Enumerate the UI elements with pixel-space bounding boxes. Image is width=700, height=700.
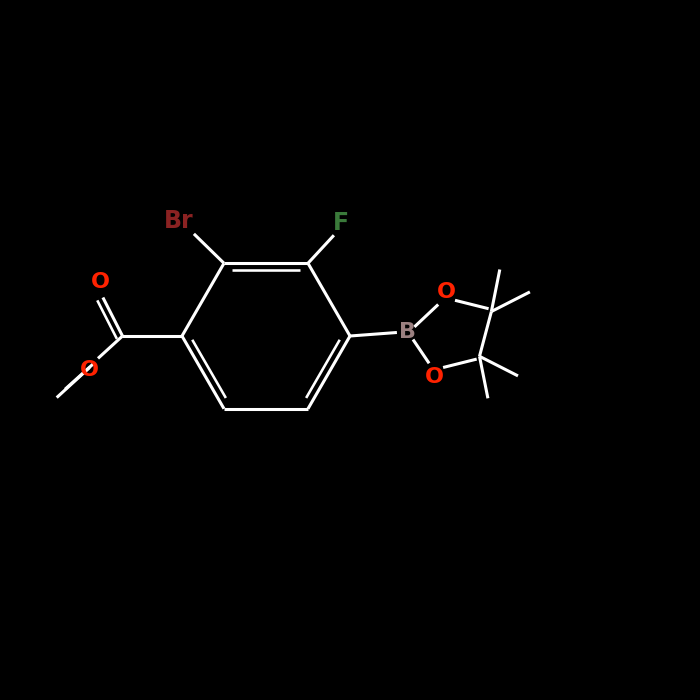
Text: O: O [79, 360, 99, 379]
Text: O: O [91, 272, 111, 292]
Text: O: O [425, 368, 444, 387]
Text: Br: Br [164, 209, 193, 233]
Text: O: O [437, 282, 456, 302]
Text: B: B [399, 323, 416, 342]
Text: F: F [332, 211, 349, 234]
